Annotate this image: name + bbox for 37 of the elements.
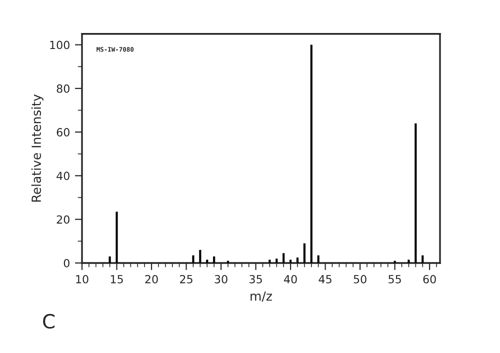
x-tick-label: 60	[423, 274, 436, 284]
y-tick-label: 60	[56, 128, 70, 136]
text: C	[43, 314, 55, 329]
x-tick-label: 55	[388, 275, 401, 284]
bar	[310, 44, 312, 263]
x-tick-label: 45	[318, 275, 332, 284]
bar	[290, 260, 292, 263]
y-axis-title: Relative Intensity	[31, 94, 44, 202]
y-tick-label: 0	[64, 258, 70, 268]
bar	[414, 123, 417, 263]
bar	[116, 212, 118, 263]
bar	[282, 253, 285, 263]
bar	[276, 258, 278, 263]
bar	[199, 250, 202, 263]
bar	[317, 255, 320, 263]
x-tick-label: 40	[284, 274, 297, 284]
x-tick-label: 35	[250, 274, 262, 284]
x-tick-label: 50	[354, 274, 366, 284]
bar	[213, 256, 216, 263]
bar	[268, 260, 271, 263]
x-tick-label: 15	[110, 275, 123, 284]
bar	[192, 255, 194, 263]
x-tick-label: 25	[180, 274, 192, 284]
bar	[296, 258, 299, 263]
bar	[408, 260, 410, 263]
bar	[422, 255, 424, 263]
y-tick-label: 20	[56, 215, 70, 224]
x-tick-label: 20	[145, 274, 158, 284]
bar	[108, 256, 111, 263]
bar	[303, 243, 306, 263]
bar	[206, 260, 208, 263]
y-tick-label: 100	[50, 40, 70, 50]
x-tick-label: 10	[76, 274, 88, 284]
x-tick-label: 30	[214, 274, 228, 284]
x-axis-title: m/z	[250, 291, 272, 302]
y-tick-label: 80	[56, 84, 70, 93]
y-tick-label: 40	[56, 172, 70, 180]
